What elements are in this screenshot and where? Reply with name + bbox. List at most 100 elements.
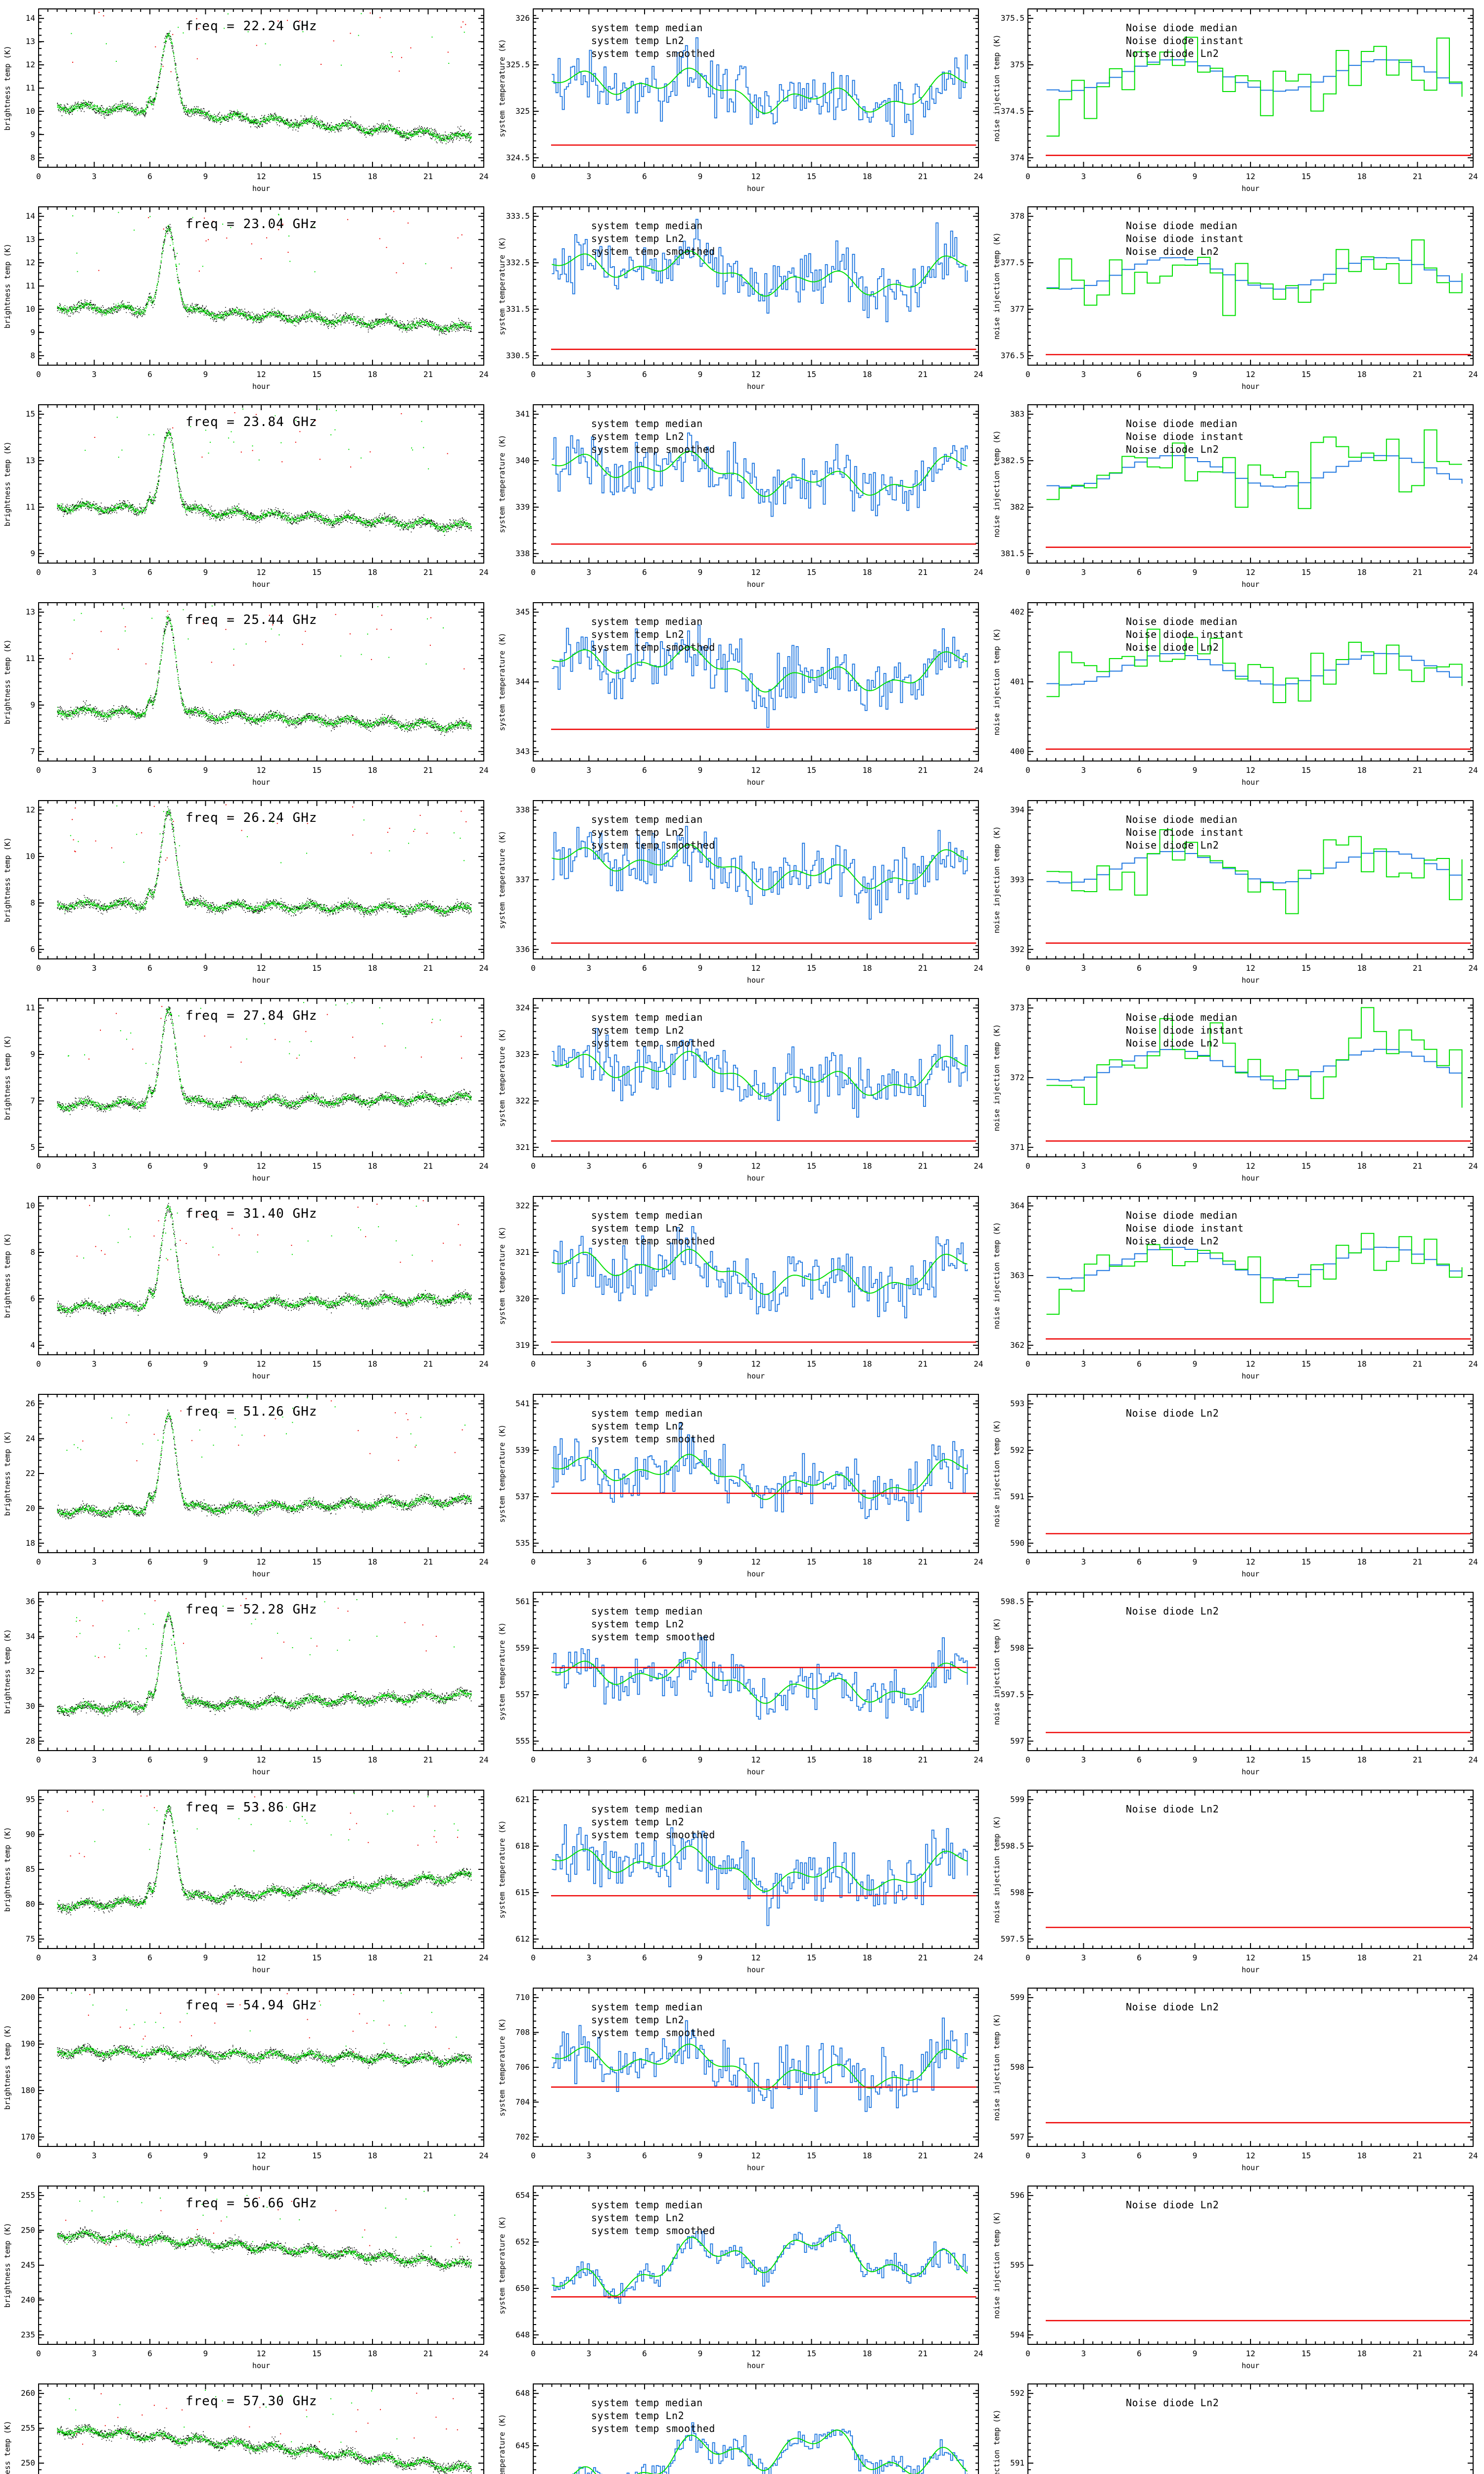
x-tick-label: 18 <box>1357 568 1366 577</box>
legend-item-2: system temp smoothed <box>591 48 715 59</box>
x-tick-label: 3 <box>587 765 592 775</box>
plot-panel: 0 3 6 9 12 15 18 21 24 hour 321 322 323 324 system tem… <box>498 998 983 1183</box>
y-tick-label: 4 <box>30 1340 35 1350</box>
x-tick-label: 21 <box>918 765 928 775</box>
plot-panel: 0 3 6 9 12 15 18 21 24 hour 381.5 382 382.5 383 noise … <box>992 404 1478 589</box>
y-axis-label: system temperature (K) <box>498 1227 507 1325</box>
plot-panel: 0 3 6 9 12 15 18 21 24 hour 376.5 377 377.5 378 noise … <box>992 206 1478 391</box>
plot-panel: 0 3 6 9 12 15 18 21 24 hour 4 6 8 10 brightness temp (… <box>3 1196 489 1380</box>
x-tick-label: 6 <box>147 1359 152 1369</box>
x-tick-label: 18 <box>368 963 377 973</box>
freq-annotation: freq = 52.28 GHz <box>186 1602 317 1617</box>
x-tick-label: 12 <box>256 172 266 181</box>
plot-panel: 0 3 6 9 12 15 18 21 24 hour 18 20 22 24 26 brightness t… <box>3 1394 489 1578</box>
series-system-temp-median <box>552 624 968 728</box>
x-tick-label: 15 <box>807 1755 816 1764</box>
series-system-temp-smoothed <box>552 1454 968 1500</box>
x-tick-label: 21 <box>1413 1557 1422 1567</box>
x-tick-label: 12 <box>256 568 266 577</box>
x-tick-label: 9 <box>203 172 208 181</box>
series-system-temp-median <box>552 432 968 517</box>
legend-item-0: Noise diode Ln2 <box>1126 1407 1219 1419</box>
y-tick-label: 338 <box>515 805 530 814</box>
y-tick-label: 10 <box>26 852 35 861</box>
x-axis-label: hour <box>1242 184 1259 193</box>
legend-item-1: system temp Ln2 <box>591 1024 684 1036</box>
freq-annotation: freq = 31.40 GHz <box>186 1206 317 1221</box>
y-tick-label: 330.5 <box>506 351 530 360</box>
x-tick-label: 15 <box>1301 172 1311 181</box>
y-axis-label: brightness temp (K) <box>3 1035 12 1120</box>
series-noise-diode-median <box>1046 1246 1463 1280</box>
legend-item-2: system temp smoothed <box>591 245 715 257</box>
x-tick-label: 24 <box>974 1161 983 1171</box>
x-tick-label: 0 <box>36 765 41 775</box>
y-tick-label: 321 <box>515 1247 530 1257</box>
y-axis-label: brightness temp (K) <box>3 639 12 724</box>
y-tick-label: 535 <box>515 1538 530 1548</box>
series-system-temp-smoothed <box>552 250 968 297</box>
legend-item-1: system temp Ln2 <box>591 35 684 47</box>
legend-item-0: Noise diode median <box>1126 220 1238 232</box>
x-tick-label: 6 <box>147 172 152 181</box>
x-tick-label: 6 <box>147 1557 152 1567</box>
x-axis-label: hour <box>252 580 270 589</box>
x-tick-label: 12 <box>1246 1557 1255 1567</box>
x-tick-label: 15 <box>807 1161 816 1171</box>
x-tick-label: 6 <box>642 568 647 577</box>
y-tick-label: 374 <box>1010 153 1024 162</box>
series-system-temp-median <box>552 1226 968 1319</box>
y-tick-label: 383 <box>1010 409 1024 419</box>
x-axis-label: hour <box>1242 382 1259 391</box>
x-tick-label: 12 <box>751 963 760 973</box>
x-tick-label: 21 <box>423 172 433 181</box>
legend-item-0: Noise diode median <box>1126 418 1238 429</box>
x-tick-label: 21 <box>918 568 928 577</box>
x-tick-label: 21 <box>423 1755 433 1764</box>
x-tick-label: 24 <box>479 1557 488 1567</box>
y-axis-label: brightness temp (K) <box>3 441 12 526</box>
series-corrected-points <box>57 809 472 916</box>
x-tick-label: 18 <box>368 1161 377 1171</box>
x-tick-label: 9 <box>1193 568 1198 577</box>
plot-row: 0 3 6 9 12 15 18 21 24 hour 8 9 10 11 12 13 14 brightness… <box>3 8 1478 193</box>
series-corrected-points <box>57 1412 472 1519</box>
stray-green-dots <box>72 212 426 273</box>
x-tick-label: 24 <box>974 370 983 379</box>
x-tick-label: 21 <box>918 172 928 181</box>
x-tick-label: 24 <box>1468 765 1478 775</box>
x-tick-label: 12 <box>1246 568 1255 577</box>
legend-item-2: system temp smoothed <box>591 641 715 653</box>
x-tick-label: 18 <box>368 1359 377 1369</box>
x-tick-label: 12 <box>751 172 760 181</box>
y-tick-label: 10 <box>26 1201 35 1210</box>
stray-green-dots <box>83 1205 417 1259</box>
x-tick-label: 0 <box>36 1359 41 1369</box>
x-tick-label: 24 <box>1468 172 1478 181</box>
y-tick-label: 9 <box>30 328 35 337</box>
series-noise-diode-instant <box>1046 239 1463 316</box>
x-tick-label: 15 <box>312 1359 322 1369</box>
x-tick-label: 15 <box>312 765 322 775</box>
y-axis-label: brightness temp (K) <box>3 1629 12 1714</box>
y-tick-label: 374.5 <box>1001 106 1024 116</box>
x-axis-label: hour <box>1242 778 1259 787</box>
y-tick-label: 11 <box>26 502 35 512</box>
x-tick-label: 24 <box>1468 568 1478 577</box>
legend-item-0: system temp median <box>591 418 703 429</box>
x-tick-label: 12 <box>751 1161 760 1171</box>
x-tick-label: 12 <box>751 370 760 379</box>
legend-item-2: Noise diode Ln2 <box>1126 641 1219 653</box>
x-tick-label: 24 <box>479 765 488 775</box>
stray-red-dots <box>88 1006 463 1063</box>
series-system-temp-median <box>552 1423 968 1521</box>
x-tick-label: 15 <box>312 370 322 379</box>
y-axis-label: system temperature (K) <box>498 1029 507 1127</box>
y-tick-label: 5 <box>30 1142 35 1152</box>
plot-frame <box>1027 1196 1474 1355</box>
x-tick-label: 15 <box>1301 568 1311 577</box>
y-tick-label: 14 <box>26 13 35 23</box>
y-axis-label: noise injection temp (K) <box>992 1222 1001 1330</box>
series-corrected-points <box>57 616 472 733</box>
